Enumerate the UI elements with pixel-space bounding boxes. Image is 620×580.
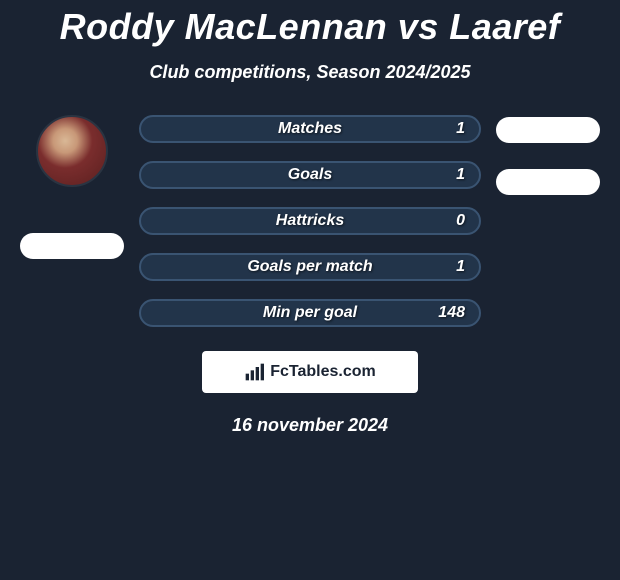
- stat-value: 0: [456, 212, 465, 230]
- content-row: Matches 1 Goals 1 Hattricks 0 Goals per …: [0, 115, 620, 327]
- stat-label: Hattricks: [276, 212, 344, 230]
- logo-box[interactable]: FcTables.com: [202, 351, 418, 393]
- player-right-pill-2: [496, 169, 600, 195]
- player-left-column: [17, 115, 127, 259]
- stat-bar-min-per-goal: Min per goal 148: [139, 299, 481, 327]
- stat-value: 1: [456, 120, 465, 138]
- stat-bar-goals-per-match: Goals per match 1: [139, 253, 481, 281]
- subtitle: Club competitions, Season 2024/2025: [0, 62, 620, 83]
- stat-bar-hattricks: Hattricks 0: [139, 207, 481, 235]
- stat-bar-goals: Goals 1: [139, 161, 481, 189]
- player-left-pill: [20, 233, 124, 259]
- page-title: Roddy MacLennan vs Laaref: [0, 6, 620, 48]
- stat-label: Min per goal: [263, 304, 357, 322]
- logo-text: FcTables.com: [270, 363, 376, 381]
- player-right-pill-1: [496, 117, 600, 143]
- stat-label: Goals per match: [247, 258, 372, 276]
- stat-value: 148: [438, 304, 465, 322]
- stat-value: 1: [456, 258, 465, 276]
- stat-value: 1: [456, 166, 465, 184]
- stats-column: Matches 1 Goals 1 Hattricks 0 Goals per …: [139, 115, 481, 327]
- stat-bar-matches: Matches 1: [139, 115, 481, 143]
- player-right-column: [493, 115, 603, 195]
- stat-label: Matches: [278, 120, 342, 138]
- stat-label: Goals: [288, 166, 332, 184]
- bar-chart-icon: [244, 362, 264, 382]
- date-text: 16 november 2024: [0, 415, 620, 436]
- player-left-avatar: [36, 115, 108, 187]
- main-container: Roddy MacLennan vs Laaref Club competiti…: [0, 0, 620, 436]
